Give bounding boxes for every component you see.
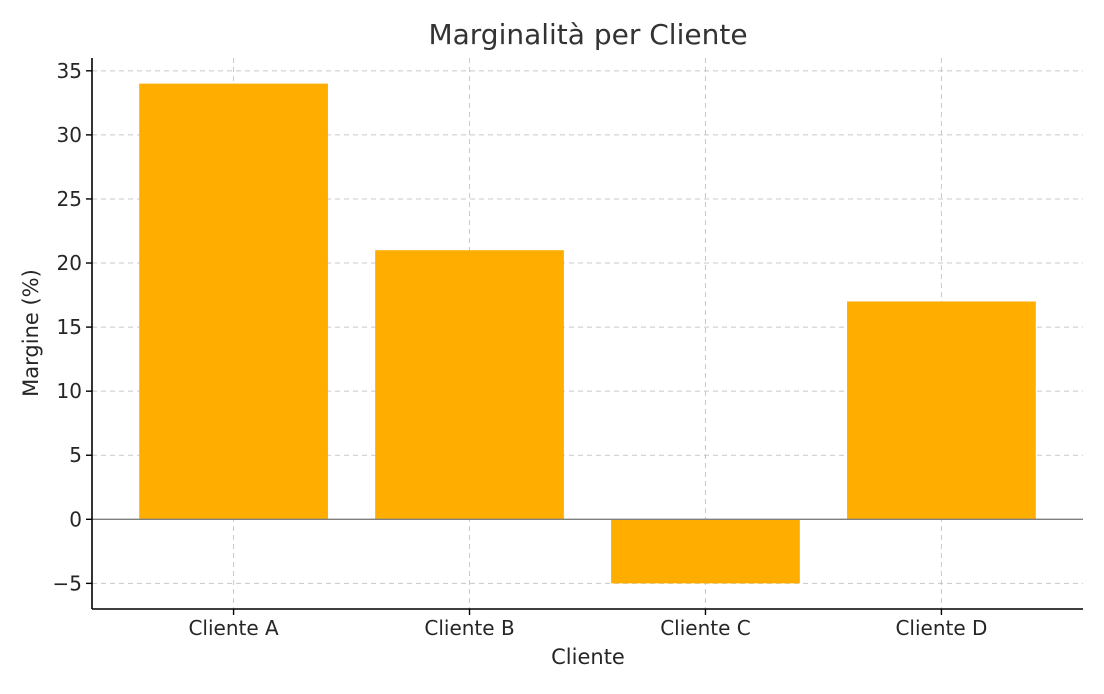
y-ticks: −5 0 5 10 15 20 25 30 35 bbox=[53, 59, 92, 595]
bar-cliente-c bbox=[611, 519, 800, 584]
chart-title: Marginalità per Cliente bbox=[428, 18, 747, 51]
x-tick-label: Cliente B bbox=[424, 616, 514, 640]
bar-cliente-b bbox=[375, 250, 564, 520]
y-tick-label: −5 bbox=[53, 571, 82, 595]
bars bbox=[139, 83, 1036, 584]
y-tick-label: 10 bbox=[57, 379, 82, 403]
bar-cliente-d bbox=[847, 301, 1036, 520]
x-tick-label: Cliente A bbox=[188, 616, 279, 640]
bar-cliente-a bbox=[139, 83, 328, 520]
x-tick-label: Cliente C bbox=[660, 616, 751, 640]
y-axis-label: Margine (%) bbox=[19, 269, 43, 397]
x-ticks: Cliente A Cliente B Cliente C Cliente D bbox=[188, 609, 987, 640]
y-tick-label: 20 bbox=[57, 251, 82, 275]
x-tick-label: Cliente D bbox=[895, 616, 987, 640]
y-tick-label: 35 bbox=[57, 59, 82, 83]
y-tick-label: 15 bbox=[57, 315, 82, 339]
x-axis-label: Cliente bbox=[551, 645, 625, 669]
y-tick-label: 25 bbox=[57, 187, 82, 211]
y-tick-label: 30 bbox=[57, 123, 82, 147]
axes bbox=[91, 58, 1083, 610]
y-tick-label: 0 bbox=[69, 507, 82, 531]
y-tick-label: 5 bbox=[69, 443, 82, 467]
